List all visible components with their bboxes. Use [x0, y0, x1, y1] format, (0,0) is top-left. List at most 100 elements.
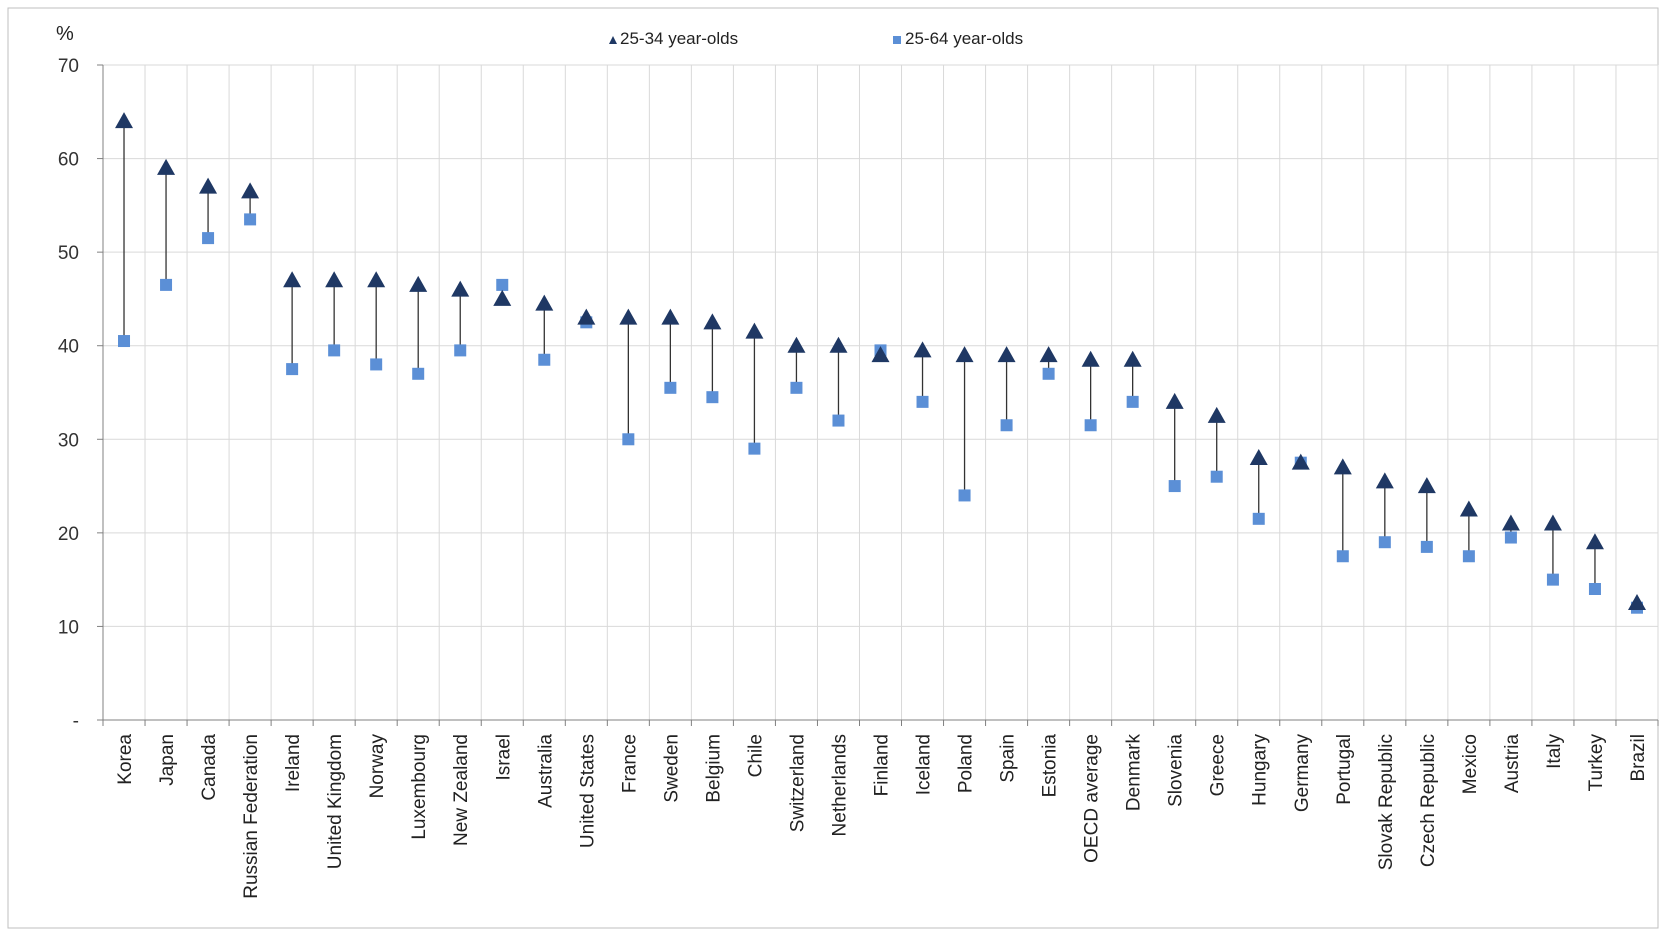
point-25-64-slovenia — [1168, 480, 1181, 493]
point-25-64-poland — [958, 489, 971, 502]
y-tick-label-50: 50 — [58, 243, 79, 264]
x-category-label-korea: Korea — [115, 734, 136, 785]
point-25-64-italy — [1546, 573, 1559, 586]
legend-label-25-34: 25-34 year-olds — [620, 29, 738, 48]
x-category-label-greece: Greece — [1208, 734, 1229, 796]
point-25-34-portugal — [1333, 458, 1352, 475]
point-25-34-korea — [115, 112, 134, 129]
x-category-label-mexico: Mexico — [1460, 734, 1481, 794]
chart-border — [7, 7, 1659, 929]
x-category-label-spain: Spain — [998, 734, 1019, 783]
x-category-label-brazil: Brazil — [1628, 734, 1649, 782]
legend-item-25-34: 25-34 year-olds — [609, 29, 738, 48]
x-category-label-finland: Finland — [872, 734, 893, 796]
point-25-34-norway — [367, 271, 386, 288]
x-category-label-estonia: Estonia — [1040, 734, 1061, 798]
point-25-34-new-zealand — [451, 280, 470, 297]
point-25-64-oecd-average — [1084, 419, 1097, 432]
point-25-34-oecd-average — [1081, 350, 1100, 367]
point-25-34-spain — [997, 346, 1016, 363]
point-25-34-united-kingdom — [325, 271, 344, 288]
category-labels: Korea Japan Canada Russian Federation Irelan… — [115, 734, 1649, 899]
point-25-34-estonia — [1039, 346, 1058, 363]
y-tick-label-20: 20 — [58, 524, 79, 545]
x-category-label-italy: Italy — [1544, 734, 1565, 769]
x-category-label-ireland: Ireland — [283, 734, 304, 792]
x-category-label-denmark: Denmark — [1124, 734, 1145, 812]
point-25-34-poland — [955, 346, 974, 363]
point-25-34-sweden — [661, 308, 680, 325]
point-25-34-slovak-republic — [1375, 472, 1394, 489]
point-25-64-luxembourg — [412, 367, 425, 380]
point-25-64-canada — [202, 232, 215, 245]
point-25-64-new-zealand — [454, 344, 467, 357]
legend-triangle-marker — [609, 36, 617, 44]
y-axis-unit-label: % — [56, 23, 74, 45]
point-25-34-russian-federation — [241, 182, 260, 199]
y-tick-label-70: 70 — [58, 56, 79, 77]
point-25-34-turkey — [1585, 533, 1604, 550]
x-category-label-russian-federation: Russian Federation — [241, 734, 262, 899]
x-category-label-united-states: United States — [577, 734, 598, 848]
point-25-34-united-states — [577, 308, 596, 325]
data-markers — [115, 112, 1646, 614]
x-category-label-oecd-average: OECD average — [1082, 734, 1103, 863]
y-tick-label-40: 40 — [58, 337, 79, 358]
point-25-34-chile — [745, 322, 764, 339]
point-25-64-russian-federation — [244, 213, 257, 226]
point-25-34-czech-republic — [1417, 477, 1436, 494]
point-25-34-finland — [871, 346, 890, 363]
x-category-label-czech-republic: Czech Republic — [1418, 734, 1439, 867]
point-25-64-czech-republic — [1420, 540, 1433, 553]
x-category-label-israel: Israel — [493, 734, 514, 780]
point-25-64-belgium — [706, 391, 719, 404]
point-25-64-israel — [496, 278, 509, 291]
x-category-label-turkey: Turkey — [1586, 734, 1607, 792]
x-category-label-australia: Australia — [535, 734, 556, 808]
point-25-34-japan — [157, 158, 176, 175]
point-25-64-denmark — [1126, 395, 1139, 408]
point-25-34-austria — [1501, 514, 1520, 531]
point-25-64-iceland — [916, 395, 929, 408]
point-25-64-korea — [118, 335, 131, 348]
point-25-34-germany — [1291, 453, 1310, 470]
x-category-label-norway: Norway — [367, 734, 388, 799]
point-25-64-hungary — [1252, 512, 1265, 525]
point-25-64-mexico — [1462, 550, 1475, 563]
point-25-34-hungary — [1249, 449, 1268, 465]
legend-square-marker — [893, 36, 901, 44]
legend: 25-34 year-olds 25-64 year-olds — [609, 29, 1023, 48]
x-category-label-germany: Germany — [1292, 734, 1313, 813]
axes: - 10 20 30 40 50 60 70 — [58, 56, 1659, 732]
point-25-34-iceland — [913, 341, 932, 358]
connector-lines — [123, 121, 1638, 608]
point-25-64-chile — [748, 442, 761, 455]
point-25-64-united-kingdom — [328, 344, 341, 357]
point-25-34-greece — [1207, 406, 1226, 423]
x-category-label-iceland: Iceland — [914, 734, 935, 795]
point-25-34-belgium — [703, 313, 722, 330]
point-25-34-switzerland — [787, 336, 806, 353]
y-tick-label-0: - — [73, 711, 79, 732]
legend-label-25-64: 25-64 year-olds — [905, 29, 1023, 48]
point-25-34-denmark — [1123, 350, 1142, 367]
point-25-64-turkey — [1588, 583, 1601, 595]
x-category-label-united-kingdom: United Kingdom — [325, 734, 346, 869]
point-25-34-italy — [1543, 514, 1562, 531]
x-category-label-poland: Poland — [956, 734, 977, 793]
point-25-34-france — [619, 308, 638, 325]
x-category-label-portugal: Portugal — [1334, 734, 1355, 805]
point-25-64-france — [622, 433, 635, 446]
x-category-label-canada: Canada — [199, 734, 220, 801]
point-25-34-brazil — [1627, 594, 1646, 611]
x-category-label-chile: Chile — [745, 734, 766, 777]
point-25-64-greece — [1210, 470, 1223, 483]
y-tick-label-10: 10 — [58, 617, 79, 638]
x-category-label-slovenia: Slovenia — [1166, 734, 1187, 807]
point-25-34-canada — [199, 177, 218, 194]
point-25-64-slovak-republic — [1378, 536, 1391, 549]
x-category-label-hungary: Hungary — [1250, 734, 1271, 806]
x-category-label-belgium: Belgium — [703, 734, 724, 803]
point-25-34-australia — [535, 294, 554, 311]
point-25-34-mexico — [1459, 500, 1478, 517]
